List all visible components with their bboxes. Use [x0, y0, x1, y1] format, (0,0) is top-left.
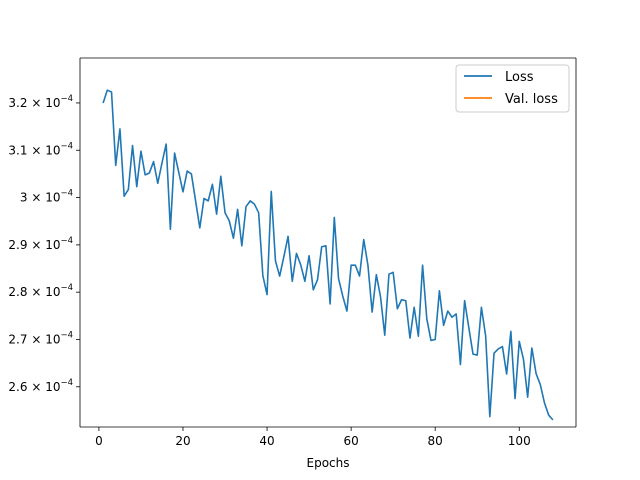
plot-area [80, 58, 576, 427]
y-tick-label: 3.1 × 10−4 [8, 141, 73, 157]
series-layer [102, 89, 554, 421]
x-tick-label: 60 [343, 434, 358, 448]
x-axis-label: Epochs [307, 456, 350, 470]
x-tick-label: 40 [259, 434, 274, 448]
y-tick-label: 2.9 × 10−4 [8, 236, 73, 252]
y-axis-ticks: 2.6 × 10−4 2.7 × 10−4 2.8 × 10−4 2.9 × 10−4… [8, 94, 80, 394]
y-tick-label: 2.6 × 10−4 [8, 378, 73, 394]
series-line-loss [102, 89, 554, 421]
x-tick-label: 20 [175, 434, 190, 448]
x-tick-label: 0 [95, 434, 103, 448]
legend-label-loss: Loss [505, 70, 534, 85]
x-tick-label: 100 [508, 434, 531, 448]
y-tick-label: 3.2 × 10−4 [8, 94, 73, 110]
y-tick-label: 3 × 10−4 [20, 189, 73, 205]
x-axis-ticks: 0 20 40 60 80 100 [95, 427, 531, 448]
legend: Loss Val. loss [455, 64, 570, 113]
legend-label-val-loss: Val. loss [505, 92, 558, 107]
y-tick-label: 2.8 × 10−4 [8, 283, 73, 299]
y-tick-label: 2.7 × 10−4 [8, 330, 73, 346]
axes-frame [79, 57, 577, 428]
x-tick-label: 80 [428, 434, 443, 448]
